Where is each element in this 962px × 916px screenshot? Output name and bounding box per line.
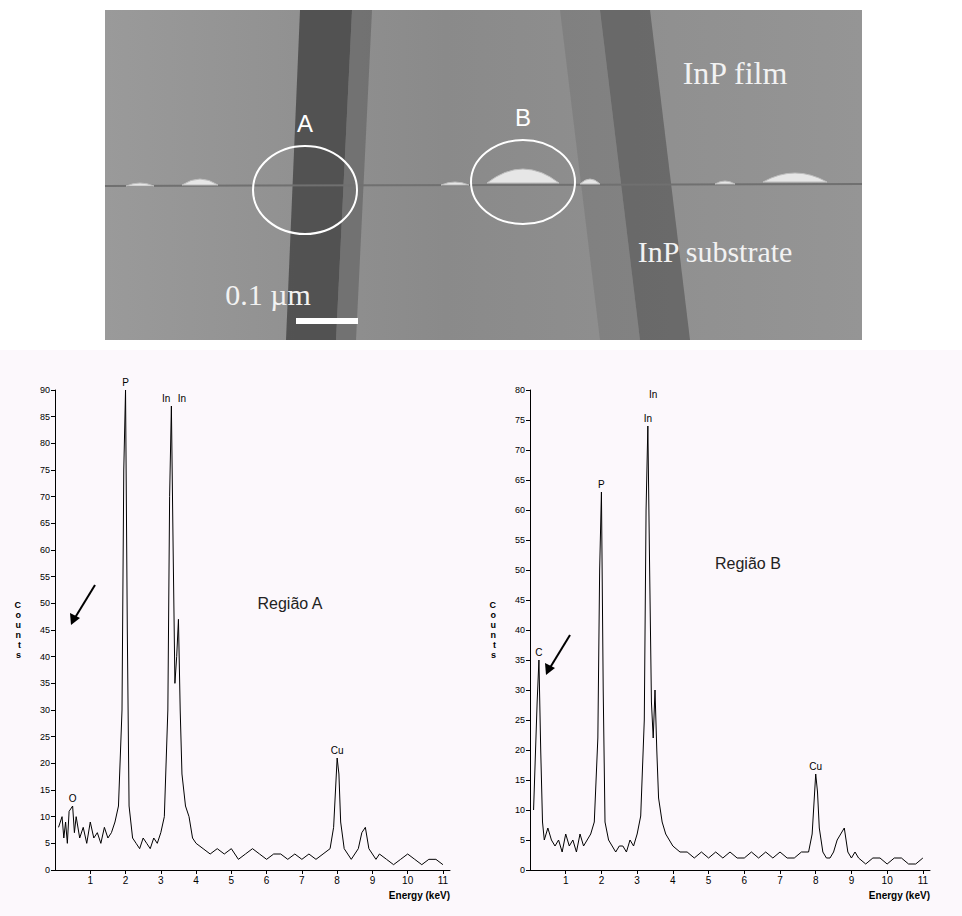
svg-text:4: 4 [193,875,199,886]
svg-text:s: s [16,650,21,660]
svg-text:u: u [491,620,497,630]
svg-text:In: In [178,393,186,404]
svg-text:Cu: Cu [809,761,822,772]
svg-text:C: C [535,647,542,658]
svg-text:40: 40 [40,652,50,662]
svg-text:40: 40 [515,625,525,635]
svg-text:9: 9 [370,875,376,886]
svg-text:InP substrate: InP substrate [638,235,793,268]
svg-text:30: 30 [40,705,50,715]
svg-text:50: 50 [515,565,525,575]
svg-text:7: 7 [777,875,783,886]
svg-text:In: In [649,389,657,400]
svg-text:o: o [491,610,497,620]
svg-text:P: P [598,479,605,490]
svg-text:10: 10 [40,812,50,822]
svg-text:10: 10 [882,875,894,886]
svg-text:70: 70 [40,492,50,502]
svg-text:In: In [162,393,170,404]
svg-text:1: 1 [87,875,93,886]
svg-text:20: 20 [515,745,525,755]
svg-text:55: 55 [515,535,525,545]
svg-text:60: 60 [515,505,525,515]
svg-text:C: C [490,600,497,610]
svg-text:o: o [16,610,22,620]
svg-text:5: 5 [706,875,712,886]
svg-text:2: 2 [599,875,605,886]
svg-text:10: 10 [515,805,525,815]
svg-text:5: 5 [520,835,525,845]
svg-text:10: 10 [402,875,414,886]
svg-text:P: P [122,377,129,388]
svg-text:Cu: Cu [331,745,344,756]
svg-text:0: 0 [520,865,525,875]
svg-text:2: 2 [123,875,129,886]
svg-text:65: 65 [515,475,525,485]
svg-text:Região B: Região B [715,555,781,572]
svg-text:50: 50 [40,598,50,608]
svg-text:11: 11 [438,875,449,886]
svg-text:t: t [493,640,496,650]
svg-text:C: C [15,600,22,610]
svg-text:15: 15 [515,775,525,785]
svg-text:InP film: InP film [683,55,788,91]
svg-text:45: 45 [515,595,525,605]
svg-text:A: A [297,110,313,137]
svg-text:u: u [16,620,22,630]
svg-text:9: 9 [849,875,855,886]
svg-text:85: 85 [40,412,50,422]
svg-text:4: 4 [670,875,676,886]
svg-text:70: 70 [515,445,525,455]
svg-text:Energy (keV): Energy (keV) [869,890,930,901]
svg-text:6: 6 [742,875,748,886]
svg-text:0.1 µm: 0.1 µm [225,278,311,311]
svg-text:3: 3 [158,875,164,886]
svg-text:B: B [515,104,531,131]
svg-text:6: 6 [264,875,270,886]
svg-text:8: 8 [813,875,819,886]
svg-text:In: In [644,413,652,424]
svg-text:1: 1 [563,875,569,886]
svg-text:60: 60 [40,545,50,555]
svg-text:5: 5 [45,838,50,848]
svg-text:25: 25 [515,715,525,725]
svg-text:Região A: Região A [258,595,323,612]
svg-text:75: 75 [40,465,50,475]
svg-text:5: 5 [229,875,235,886]
svg-text:t: t [18,640,21,650]
svg-text:3: 3 [634,875,640,886]
svg-text:80: 80 [40,438,50,448]
svg-text:n: n [16,630,22,640]
svg-text:15: 15 [40,785,50,795]
svg-text:30: 30 [515,685,525,695]
svg-text:Energy (keV): Energy (keV) [389,890,450,901]
svg-text:s: s [491,650,496,660]
svg-text:65: 65 [40,518,50,528]
svg-text:80: 80 [515,385,525,395]
svg-text:O: O [69,793,77,804]
svg-text:90: 90 [40,385,50,395]
svg-text:45: 45 [40,625,50,635]
svg-text:35: 35 [40,678,50,688]
svg-text:35: 35 [515,655,525,665]
svg-text:8: 8 [334,875,340,886]
svg-text:25: 25 [40,732,50,742]
svg-text:11: 11 [918,875,929,886]
svg-text:20: 20 [40,758,50,768]
svg-text:75: 75 [515,415,525,425]
svg-text:n: n [491,630,497,640]
svg-text:55: 55 [40,572,50,582]
svg-text:7: 7 [299,875,305,886]
svg-text:0: 0 [45,865,50,875]
